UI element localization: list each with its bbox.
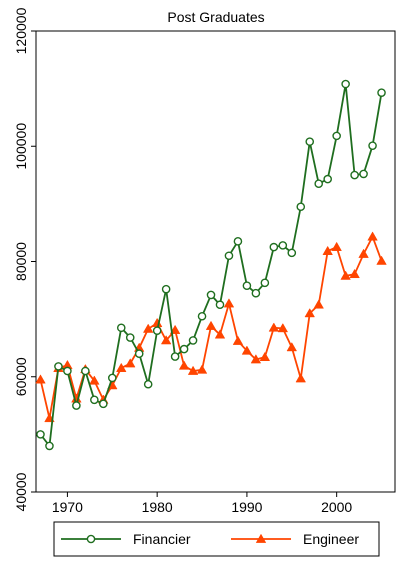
y-tick-label: 80000 <box>13 242 29 281</box>
point-engineer <box>358 248 369 258</box>
point-engineer <box>89 375 100 385</box>
series-line-financier <box>39 83 383 447</box>
legend-item-engineer: Engineer <box>231 531 359 547</box>
point-financier <box>278 241 288 250</box>
point-financier <box>99 399 108 409</box>
point-engineer <box>322 245 333 255</box>
point-financier <box>224 251 234 261</box>
legend-label-engineer: Engineer <box>303 531 359 547</box>
point-engineer <box>340 270 351 280</box>
chart-title: Post Graduates <box>167 9 264 25</box>
point-engineer <box>304 308 315 318</box>
point-financier <box>72 401 81 410</box>
x-tick-label: 2000 <box>321 499 352 515</box>
point-engineer <box>169 324 181 334</box>
point-financier <box>332 131 341 141</box>
point-engineer <box>277 323 289 333</box>
point-financier <box>36 430 45 439</box>
series-layer <box>35 79 387 451</box>
point-engineer <box>116 362 127 372</box>
point-financier <box>251 288 261 298</box>
point-financier <box>206 290 216 300</box>
point-engineer <box>295 373 306 383</box>
point-financier <box>368 141 377 150</box>
legend-box <box>53 521 380 557</box>
point-engineer <box>142 323 154 333</box>
point-financier <box>179 344 189 354</box>
point-financier <box>143 379 153 389</box>
point-engineer <box>35 374 46 384</box>
point-financier <box>377 88 386 97</box>
point-financier <box>197 311 207 321</box>
point-financier <box>188 336 198 345</box>
point-financier <box>359 169 368 179</box>
point-engineer <box>313 299 324 309</box>
point-engineer <box>151 317 163 328</box>
point-financier <box>233 237 243 246</box>
point-engineer <box>349 268 360 279</box>
point-financier <box>242 281 252 291</box>
point-engineer <box>250 354 262 364</box>
point-financier <box>54 362 63 371</box>
point-engineer <box>205 320 217 330</box>
y-tick-label: 100000 <box>13 123 29 170</box>
y-tick-label: 120000 <box>13 7 29 54</box>
point-financier <box>134 349 144 359</box>
point-financier <box>305 137 315 146</box>
point-engineer <box>223 298 235 308</box>
point-engineer <box>125 358 136 368</box>
point-engineer <box>268 322 280 332</box>
y-axis: 40000 60000 80000 100000 120000 <box>13 7 36 511</box>
legend-label-financier: Financier <box>133 531 191 547</box>
point-financier <box>116 323 126 333</box>
x-tick-label: 1990 <box>231 499 262 515</box>
point-financier <box>296 202 306 212</box>
point-financier <box>350 170 359 180</box>
series-engineer <box>35 231 387 423</box>
point-financier <box>45 441 54 451</box>
point-engineer <box>241 345 253 355</box>
point-financier <box>152 326 162 335</box>
point-engineer <box>214 329 226 339</box>
point-engineer <box>367 231 378 241</box>
legend-marker-financier <box>86 534 96 544</box>
point-financier <box>269 242 279 252</box>
y-tick-label: 40000 <box>13 472 29 511</box>
point-financier <box>287 248 297 258</box>
point-engineer <box>187 365 199 375</box>
legend: Financier Engineer <box>53 521 380 557</box>
point-financier <box>170 352 180 361</box>
x-tick-label: 1980 <box>142 499 173 515</box>
x-tick-label: 1970 <box>52 499 83 515</box>
point-engineer <box>286 342 298 352</box>
point-financier <box>107 373 117 383</box>
point-financier <box>260 278 270 288</box>
point-financier <box>161 284 171 294</box>
point-financier <box>63 366 72 376</box>
point-financier <box>125 333 135 342</box>
point-financier <box>323 174 332 184</box>
point-engineer <box>196 364 208 374</box>
series-financier <box>36 79 386 451</box>
point-financier <box>81 366 90 376</box>
point-financier <box>90 395 99 405</box>
point-financier <box>314 179 324 189</box>
x-axis: 1970 1980 1990 2000 <box>52 492 352 515</box>
point-engineer <box>160 335 172 345</box>
point-engineer <box>376 255 387 265</box>
y-tick-label: 60000 <box>13 357 29 396</box>
legend-marker-engineer <box>255 533 267 543</box>
point-engineer <box>178 360 190 370</box>
point-engineer <box>331 241 342 251</box>
point-financier <box>215 300 225 310</box>
point-engineer <box>259 351 271 362</box>
point-engineer <box>232 335 244 345</box>
legend-item-financier: Financier <box>61 531 191 547</box>
point-financier <box>341 79 350 89</box>
